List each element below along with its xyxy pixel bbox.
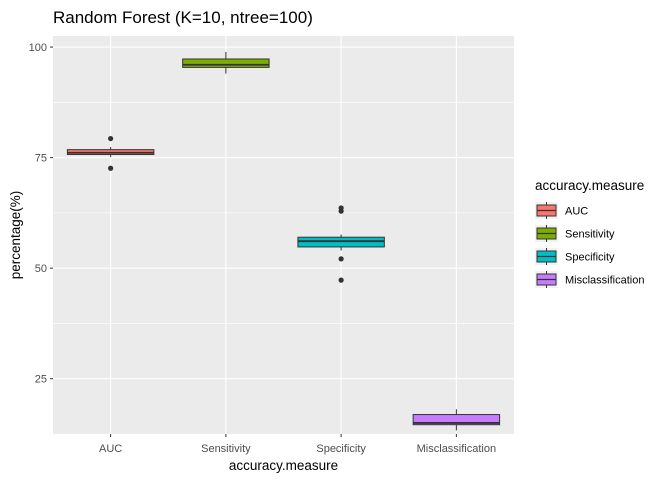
box-iqr <box>412 414 501 426</box>
x-tick-label: AUC <box>99 443 122 455</box>
box-specificity <box>297 205 385 283</box>
legend-entry-sensitivity: Sensitivity <box>535 225 615 242</box>
grid-lines <box>53 36 514 434</box>
legend-label: Sensitivity <box>565 229 615 241</box>
y-tick-label: 50 <box>35 263 47 275</box>
legend-entry-specificity: Specificity <box>535 248 615 265</box>
y-axis: 25 50 75 100 <box>29 42 53 386</box>
x-tick-label: Sensitivity <box>201 443 251 455</box>
outlier-point <box>338 208 344 214</box>
box-auc <box>66 135 155 171</box>
legend-label: Specificity <box>565 252 615 264</box>
outlier-point <box>108 135 114 142</box>
legend-label: AUC <box>565 206 588 218</box>
x-tick-label: Misclassification <box>417 443 496 455</box>
x-axis-title: accuracy.measure <box>229 458 338 473</box>
legend-entry-auc: AUC <box>535 202 588 219</box>
box-misclassification <box>412 409 501 431</box>
chart-title: Random Forest (K=10, ntree=100) <box>53 8 313 27</box>
y-tick-label: 25 <box>35 374 47 386</box>
x-axis: AUC Sensitivity Specificity Misclassificati… <box>99 434 496 455</box>
box-iqr <box>182 58 270 68</box>
x-tick-label: Specificity <box>316 443 366 455</box>
outlier-point <box>338 277 344 283</box>
box-sensitivity <box>182 51 270 74</box>
y-tick-label: 75 <box>35 153 47 165</box>
legend-title: accuracy.measure <box>535 178 644 193</box>
outlier-point <box>338 256 344 262</box>
legend: accuracy.measure AUC Sensitivity Specifici… <box>535 178 644 288</box>
outlier-point <box>108 165 114 171</box>
boxes <box>66 51 501 431</box>
plot-panel <box>53 36 514 434</box>
legend-entry-misclassification: Misclassification <box>535 271 644 288</box>
legend-label: Misclassification <box>565 275 644 287</box>
y-axis-title: percentage(%) <box>8 191 23 280</box>
y-tick-label: 100 <box>29 42 47 54</box>
